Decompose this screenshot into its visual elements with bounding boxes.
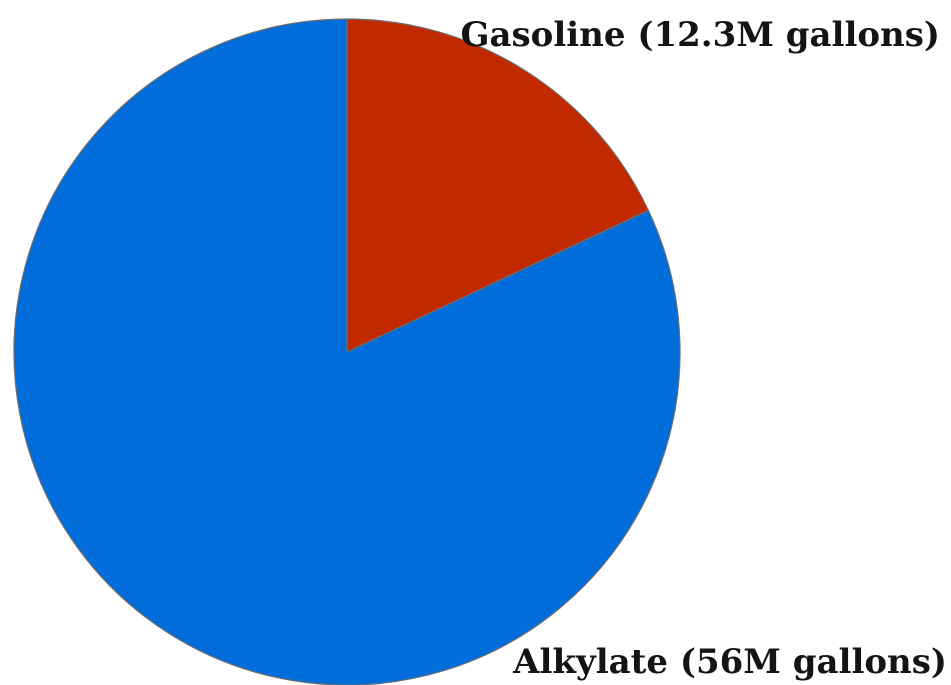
pie-slice-alkylate	[13, 18, 681, 685]
pie-slices	[13, 18, 681, 685]
slice-label-alkylate: Alkylate (56M gallons)	[512, 642, 947, 682]
slice-label-gasoline: Gasoline (12.3M gallons)	[460, 15, 940, 55]
pie-slice-gasoline	[346, 18, 650, 353]
